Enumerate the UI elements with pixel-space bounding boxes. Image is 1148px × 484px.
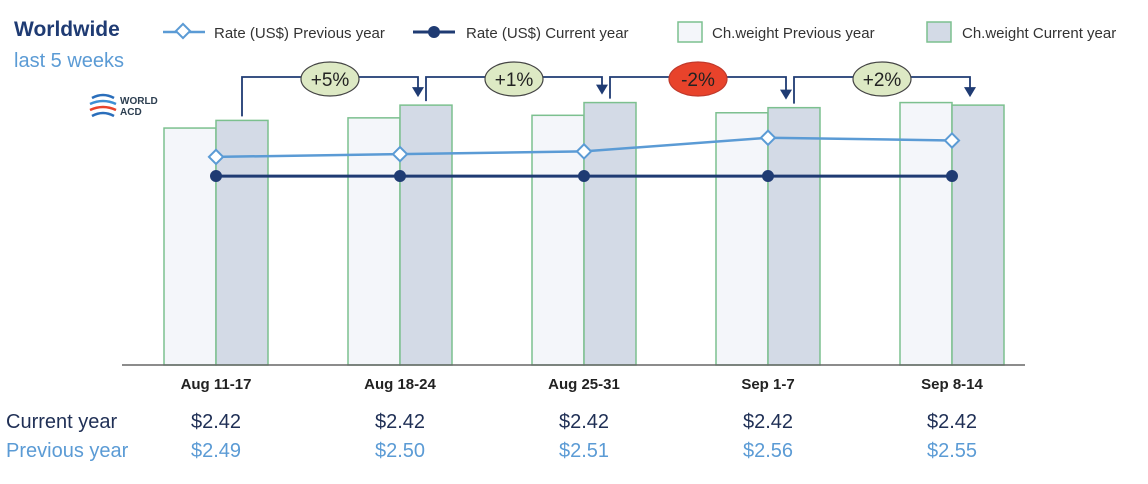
- chart-subtitle: last 5 weeks: [14, 50, 124, 72]
- bar-chweight-current: [767, 106, 821, 366]
- point-rate-current: [762, 170, 774, 183]
- change-label: -2%: [681, 70, 715, 91]
- table-value-previous: $2.51: [559, 440, 609, 462]
- arrow-down-icon: [412, 87, 424, 98]
- point-rate-previous: [207, 148, 225, 166]
- table-row-label-previous: Previous year: [6, 440, 129, 462]
- point-rate-previous: [575, 142, 593, 160]
- bar-chweight-previous: [899, 101, 953, 366]
- point-rate-previous: [391, 145, 409, 163]
- legend-label: Rate (US$) Previous year: [214, 25, 385, 42]
- change-bubble: [852, 61, 912, 97]
- point-rate-previous: [759, 129, 777, 147]
- x-tick-label: Sep 8-14: [921, 376, 983, 393]
- x-tick-label: Aug 11-17: [181, 376, 252, 393]
- legend-label: Ch.weight Previous year: [712, 25, 875, 42]
- change-label: +5%: [311, 70, 350, 91]
- arrow-down-icon: [780, 89, 792, 100]
- logo-text-acd: ACD: [120, 107, 142, 118]
- point-rate-current: [394, 170, 406, 183]
- bar-chweight-previous: [163, 127, 217, 366]
- legend-item-rate-prev: Rate (US$) Previous year: [163, 22, 385, 42]
- x-tick-label: Sep 1-7: [741, 376, 794, 393]
- point-rate-current: [210, 170, 222, 183]
- globe-swirl-icon: [89, 93, 117, 118]
- change-label: +2%: [863, 70, 902, 91]
- bar-chweight-previous: [715, 112, 769, 366]
- table-values: $2.42 $2.49 $2.42 $2.50 $2.42 $2.51 $2.42 $2.56…: [191, 411, 977, 462]
- change-bracket: +2%: [793, 61, 976, 104]
- change-label: +1%: [495, 70, 534, 91]
- change-bubble: [300, 61, 360, 97]
- bar-chweight-previous: [347, 117, 401, 366]
- table-value-current: $2.42: [559, 411, 609, 433]
- table-value-previous: $2.49: [191, 440, 241, 462]
- bars-layer: [163, 101, 1005, 366]
- change-bubble: [668, 61, 728, 97]
- point-rate-current: [946, 170, 958, 183]
- arrow-down-icon: [964, 87, 976, 98]
- point-rate-previous: [943, 131, 961, 149]
- table-value-previous: $2.55: [927, 440, 977, 462]
- legend-item-cw-cur: Ch.weight Current year: [926, 21, 1116, 43]
- bar-chweight-previous: [531, 114, 585, 366]
- category-labels: Aug 11-17 Aug 18-24 Aug 25-31 Sep 1-7 Sep 8-…: [181, 376, 984, 393]
- table-value-current: $2.42: [743, 411, 793, 433]
- legend-item-rate-cur: Rate (US$) Current year: [413, 25, 629, 42]
- logo-text-world: WORLD: [120, 96, 158, 107]
- rate-lines-layer: [207, 129, 961, 183]
- change-bracket: +5%: [241, 61, 424, 117]
- x-tick-label: Aug 25-31: [548, 376, 620, 393]
- bar-chweight-current: [399, 104, 453, 366]
- change-bubble: [484, 61, 544, 97]
- change-bracket: +1%: [425, 61, 608, 102]
- legend-label: Ch.weight Current year: [962, 25, 1116, 42]
- change-annotations: +5% +1% -2% +2%: [241, 61, 976, 117]
- bar-chweight-current: [583, 101, 637, 366]
- legend-label: Rate (US$) Current year: [466, 25, 629, 42]
- point-rate-current: [578, 170, 590, 183]
- table-row-label-current: Current year: [6, 411, 117, 433]
- x-tick-label: Aug 18-24: [364, 376, 436, 393]
- arrow-down-icon: [596, 84, 608, 95]
- table-value-current: $2.42: [927, 411, 977, 433]
- table-value-previous: $2.50: [375, 440, 425, 462]
- table-value-current: $2.42: [375, 411, 425, 433]
- bar-chweight-current: [951, 104, 1005, 366]
- legend-item-cw-prev: Ch.weight Previous year: [677, 21, 875, 43]
- chart-title: Worldwide: [14, 18, 120, 41]
- world-acd-logo: WORLD ACD: [89, 93, 158, 118]
- bar-chweight-current: [215, 119, 269, 366]
- legend: Rate (US$) Previous year Rate (US$) Curr…: [163, 21, 1116, 43]
- change-bracket: -2%: [609, 61, 792, 100]
- table-value-previous: $2.56: [743, 440, 793, 462]
- table-value-current: $2.42: [191, 411, 241, 433]
